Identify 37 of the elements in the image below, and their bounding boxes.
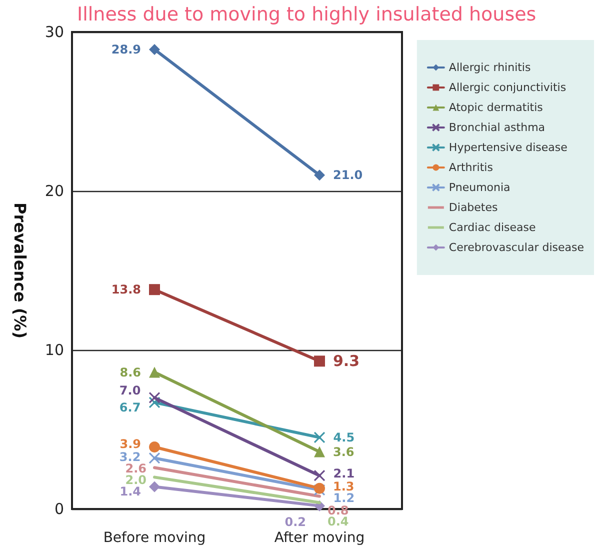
legend-label: Hypertensive disease	[448, 141, 568, 154]
data-label: 0.4	[328, 514, 349, 529]
data-label: 3.2	[119, 450, 141, 464]
data-label: 0.2	[284, 514, 306, 529]
y-tick-label: 10	[44, 341, 64, 359]
data-label: 4.5	[333, 430, 355, 444]
data-label: 1.3	[333, 479, 354, 494]
data-label: 2.0	[125, 473, 146, 488]
x-tick-label: Before moving	[103, 530, 206, 546]
data-label: 1.2	[333, 490, 355, 505]
data-label: 28.9	[111, 42, 141, 56]
legend-label: Atopic dermatitis	[448, 101, 544, 114]
legend-label: Cerebrovascular disease	[448, 241, 584, 254]
legend-label: Bronchial asthma	[448, 121, 546, 134]
legend-label: Allergic conjunctivitis	[448, 81, 566, 94]
data-label: 3.6	[333, 444, 354, 459]
legend-label: Allergic rhinitis	[448, 61, 531, 74]
y-tick-label: 0	[54, 500, 64, 518]
data-label: 7.0	[119, 384, 141, 398]
chart-title: Illness due to moving to highly insulated houses	[77, 4, 536, 26]
data-label: 3.9	[120, 436, 141, 451]
legend-label: Diabetes	[448, 201, 498, 214]
data-label: 2.1	[333, 466, 355, 481]
data-label: 8.6	[120, 365, 141, 380]
legend-label: Arthritis	[448, 161, 494, 174]
legend-label: Cardiac disease	[448, 221, 536, 234]
data-label: 9.3	[333, 352, 360, 370]
y-tick-label: 30	[44, 23, 64, 41]
data-label: 2.6	[125, 462, 146, 476]
legend-label: Pneumonia	[448, 181, 510, 194]
data-label: 13.8	[111, 282, 141, 297]
y-axis-title: Prevalence (%)	[10, 202, 30, 338]
data-label: 6.7	[119, 400, 141, 414]
data-label: 21.0	[333, 168, 363, 182]
data-label: 1.4	[120, 484, 141, 499]
x-tick-label: After moving	[274, 530, 365, 546]
y-tick-label: 20	[44, 182, 64, 200]
